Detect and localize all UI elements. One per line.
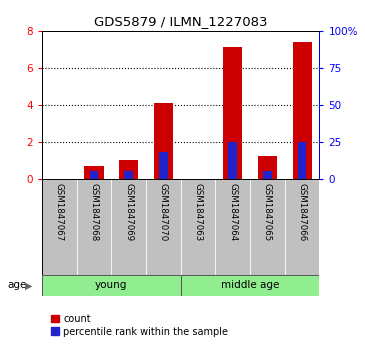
Bar [124,171,133,179]
Text: middle age: middle age [221,280,279,290]
Bar [77,179,111,275]
Text: young: young [95,280,127,290]
Legend: count, percentile rank within the sample: count, percentile rank within the sample [47,310,232,340]
Text: GSM1847063: GSM1847063 [193,183,203,242]
Text: GSM1847065: GSM1847065 [263,183,272,242]
Bar [119,160,138,179]
Bar [250,179,285,275]
Bar [215,179,250,275]
Bar [146,179,181,275]
Text: ▶: ▶ [25,280,32,290]
Text: GSM1847069: GSM1847069 [124,183,133,241]
Bar [263,171,272,179]
Bar [258,156,277,179]
Bar [154,103,173,179]
Bar [223,48,242,179]
Bar [181,179,215,275]
Text: GSM1847067: GSM1847067 [55,183,64,242]
Bar [90,171,98,179]
Text: GSM1847070: GSM1847070 [159,183,168,242]
Bar [285,179,319,275]
Bar [84,166,104,179]
Bar [292,42,312,179]
Text: GSM1847066: GSM1847066 [297,183,307,242]
Bar [298,142,306,179]
Bar [159,152,168,179]
Text: age: age [7,280,27,290]
Bar [42,275,181,296]
Text: GSM1847064: GSM1847064 [228,183,237,242]
Title: GDS5879 / ILMN_1227083: GDS5879 / ILMN_1227083 [94,15,268,28]
Bar [228,142,237,179]
Text: GSM1847068: GSM1847068 [89,183,99,242]
Bar [42,179,77,275]
Bar [111,179,146,275]
Bar [181,275,319,296]
